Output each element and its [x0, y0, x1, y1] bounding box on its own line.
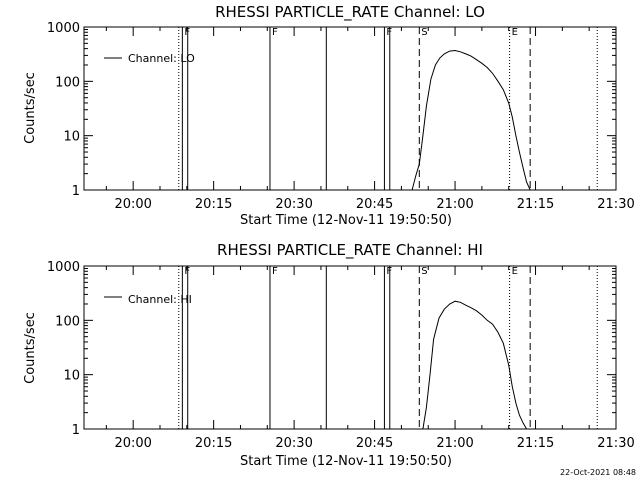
x-tick-label: 21:00: [436, 436, 473, 451]
y-tick-label: 1000: [47, 21, 80, 36]
event-flag-label: S: [421, 266, 427, 277]
x-tick-label: 21:00: [436, 197, 473, 212]
x-tick-label: 21:30: [597, 436, 634, 451]
x-tick-label: 21:15: [517, 197, 554, 212]
x-tick-label: 20:30: [275, 436, 312, 451]
y-tick-label: 100: [55, 314, 80, 329]
y-axis-label: Counts/sec: [23, 312, 38, 384]
x-axis-label: Start Time (12-Nov-11 19:50:50): [240, 454, 452, 469]
y-tick-label: 1: [72, 184, 80, 199]
chart-panel-hi: RHESSI PARTICLE_RATE Channel: HI Start T…: [23, 241, 635, 469]
y-tick-label: 10: [63, 130, 80, 145]
y-tick-label: 1: [72, 423, 80, 438]
x-tick-label: 20:15: [195, 436, 232, 451]
y-tick-label: 1000: [47, 260, 80, 275]
event-flag-label: S: [421, 27, 427, 38]
event-flag-label: F: [272, 27, 278, 38]
legend-label: Channel: LO: [128, 52, 195, 65]
x-tick-label: 21:30: [597, 197, 634, 212]
x-tick-label: 21:15: [517, 436, 554, 451]
plot-frame: [83, 26, 617, 191]
chart-title: RHESSI PARTICLE_RATE Channel: HI: [217, 241, 483, 260]
legend-label: Channel: HI: [128, 293, 192, 306]
x-tick-label: 20:15: [195, 197, 232, 212]
series-line: [411, 49, 531, 191]
plot-frame: [83, 265, 617, 430]
x-tick-label: 20:30: [275, 197, 312, 212]
x-tick-label: 20:00: [114, 436, 151, 451]
y-tick-label: 100: [55, 75, 80, 90]
event-flag-label: F: [272, 266, 278, 277]
y-tick-label: 10: [63, 369, 80, 384]
x-tick-label: 20:45: [356, 197, 393, 212]
y-axis-label: Counts/sec: [23, 72, 38, 144]
chart-title: RHESSI PARTICLE_RATE Channel: LO: [215, 3, 485, 22]
x-tick-label: 20:45: [356, 436, 393, 451]
chart-panel-lo: RHESSI PARTICLE_RATE Channel: LO Start T…: [23, 3, 635, 228]
event-flag-label: E: [512, 27, 518, 38]
x-axis-label: Start Time (12-Nov-11 19:50:50): [240, 213, 452, 228]
series-line: [422, 300, 528, 430]
event-flag-label: E: [512, 266, 518, 277]
x-tick-label: 20:00: [114, 197, 151, 212]
footer-timestamp: 22-Oct-2021 08:48: [560, 468, 636, 477]
